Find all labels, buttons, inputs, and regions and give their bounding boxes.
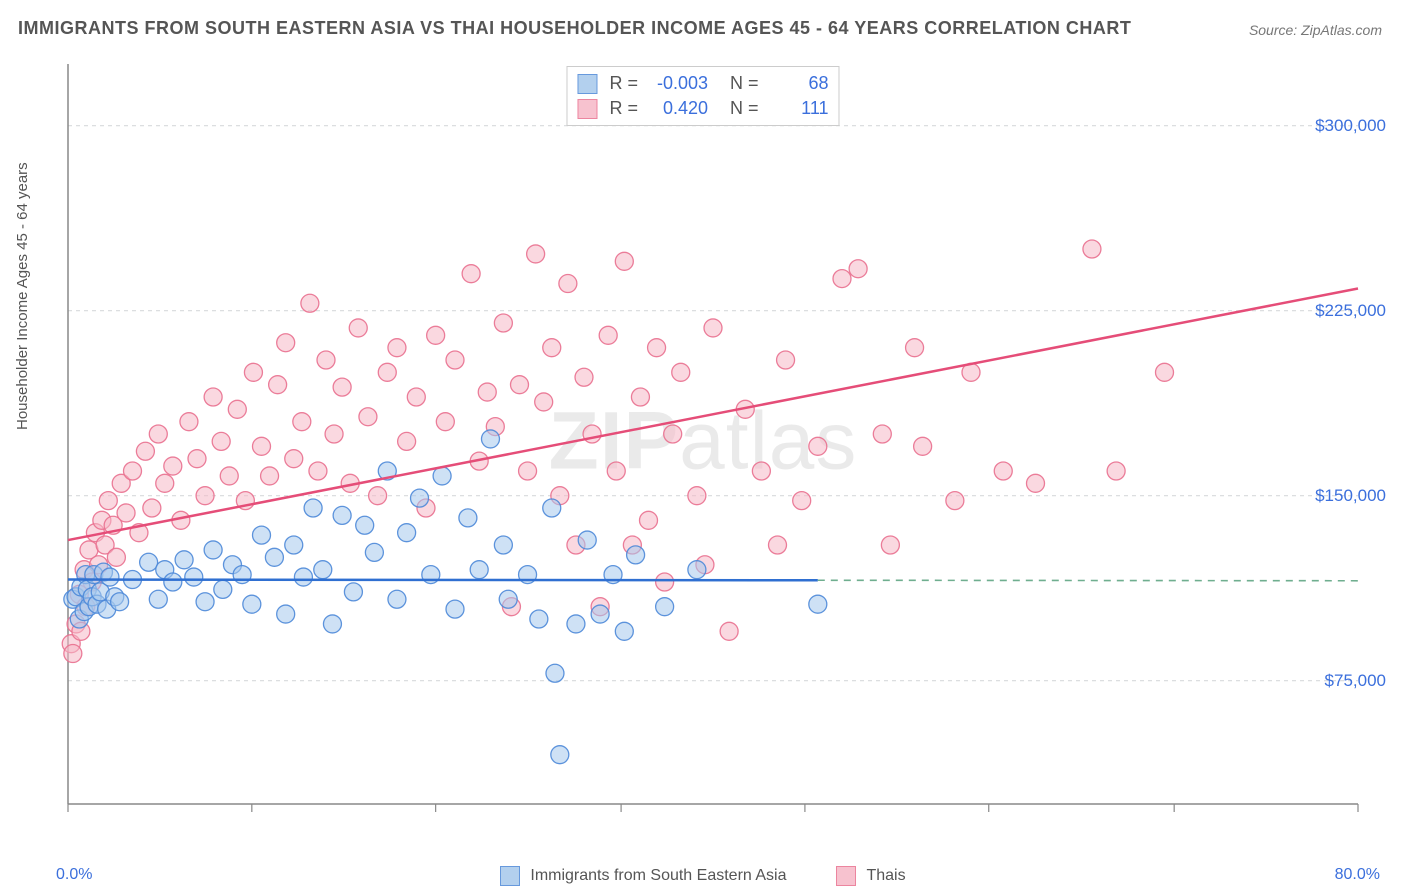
legend-swatch-b-icon <box>836 866 856 886</box>
legend-item-a: Immigrants from South Eastern Asia <box>500 866 786 886</box>
legend-label-b: Thais <box>866 867 905 885</box>
legend-swatch-a-icon <box>500 866 520 886</box>
y-tick-label: $75,000 <box>1325 671 1386 691</box>
scatter-plot <box>50 58 1380 826</box>
y-tick-label: $150,000 <box>1315 486 1386 506</box>
plot-svg <box>50 58 1380 826</box>
y-axis-title: Householder Income Ages 45 - 64 years <box>14 162 31 430</box>
correlation-legend: R =-0.003 N =68 R =0.420 N =111 <box>566 66 839 126</box>
legend-item-b: Thais <box>836 866 905 886</box>
legend-row-b: R =0.420 N =111 <box>577 96 828 121</box>
y-tick-label: $300,000 <box>1315 116 1386 136</box>
legend-label-a: Immigrants from South Eastern Asia <box>530 867 786 885</box>
y-tick-label: $225,000 <box>1315 301 1386 321</box>
chart-title: IMMIGRANTS FROM SOUTH EASTERN ASIA VS TH… <box>18 18 1131 39</box>
legend-swatch-a <box>577 74 597 94</box>
legend-row-a: R =-0.003 N =68 <box>577 71 828 96</box>
series-legend: Immigrants from South Eastern Asia Thais <box>0 866 1406 886</box>
source-attribution: Source: ZipAtlas.com <box>1249 22 1382 38</box>
legend-swatch-b <box>577 99 597 119</box>
